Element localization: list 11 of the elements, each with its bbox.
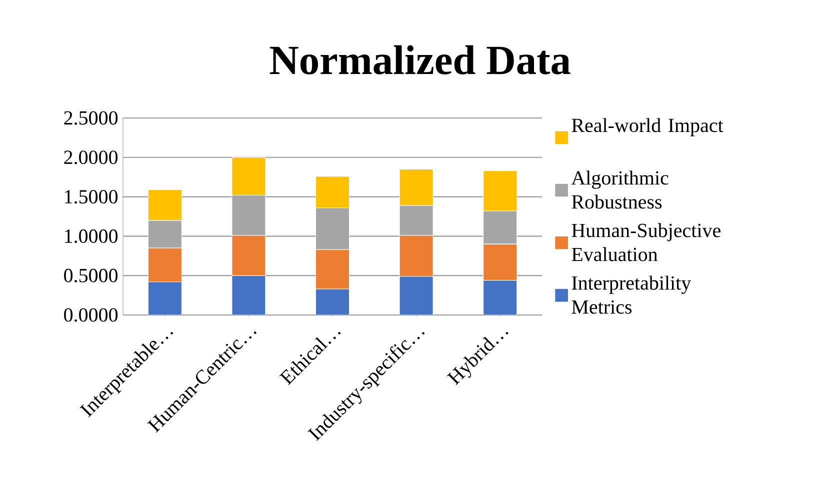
- legend-label: Interpretability Metrics: [572, 276, 692, 314]
- legend-label: Algorithmic Robustness: [571, 170, 668, 209]
- y-tick-label: 0.5000: [64, 268, 118, 282]
- legend-label: Human-Subjective Evaluation: [572, 223, 720, 262]
- chart-title: Normalized Data: [270, 45, 570, 74]
- legend-label: Real-world Impact: [572, 118, 724, 136]
- y-tick-label: 0.0000: [64, 308, 118, 322]
- y-tick-label: 2.5000: [64, 111, 118, 125]
- y-tick-label: 1.0000: [65, 229, 118, 243]
- y-tick-label: 2.0000: [64, 150, 118, 164]
- y-tick-label: 1.5000: [65, 190, 118, 204]
